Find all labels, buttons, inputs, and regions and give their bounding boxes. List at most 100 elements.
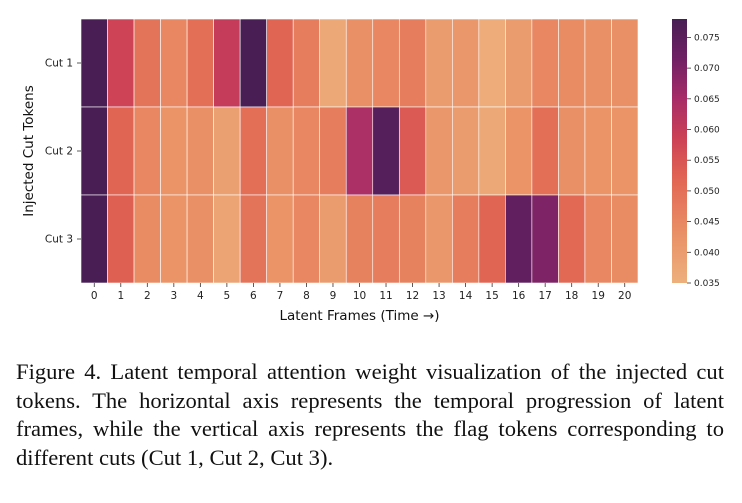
heatmap-cell — [505, 18, 533, 108]
x-tick-label: 7 — [277, 290, 284, 302]
x-tick-label: 8 — [303, 290, 310, 302]
heatmap-cell — [107, 18, 135, 108]
heatmap-cell — [292, 194, 321, 284]
colorbar-tick-label: 0.045 — [694, 218, 720, 228]
heatmap-cell — [505, 106, 533, 196]
heatmap-cell — [372, 194, 400, 284]
x-tick-label: 15 — [485, 290, 498, 302]
heatmap-cell — [611, 18, 639, 108]
heatmap-cell — [345, 194, 374, 284]
x-tick-label: 16 — [512, 290, 526, 302]
x-tick-label: 5 — [224, 290, 231, 302]
colorbar-tick-label: 0.060 — [694, 126, 720, 136]
heatmap-cell — [584, 194, 612, 284]
heatmap-cell — [319, 194, 347, 284]
colorbar — [672, 19, 687, 283]
colorbar-tick-label: 0.065 — [694, 95, 720, 105]
x-tick-label: 6 — [250, 290, 257, 302]
heatmap-cell — [611, 194, 639, 284]
x-tick-label: 10 — [353, 290, 366, 302]
x-tick-label: 17 — [538, 290, 551, 302]
heatmap-cell — [239, 18, 267, 108]
x-tick-label: 20 — [618, 290, 631, 302]
heatmap-cell — [372, 106, 400, 196]
y-axis-label: Injected Cut Tokens — [21, 85, 37, 217]
x-tick-label: 2 — [144, 290, 151, 302]
heatmap-figure: 0 1 2 3 4 5 6 7 8 9 10 11 12 13 14 15 16 17 18 19 20 Cut 1Cu… — [21, 18, 720, 324]
heatmap-cell — [292, 18, 321, 108]
heatmap-cell — [292, 106, 321, 196]
colorbar-tick-labels: 0.035 0.040 0.045 0.050 0.055 0.060 0.065 0.070… — [687, 33, 720, 289]
heatmap-cell — [584, 18, 612, 108]
y-tick-labels: Cut 1 Cut 2 Cut 3 — [45, 58, 81, 246]
heatmap-cell — [398, 18, 427, 108]
heatmap-cell — [505, 194, 533, 284]
heatmap-cell — [531, 106, 559, 196]
heatmap-cell — [425, 194, 453, 284]
heatmap-cell — [266, 106, 294, 196]
colorbar-tick-label: 0.070 — [694, 64, 720, 74]
heatmap-cell — [319, 18, 347, 108]
heatmap-cell — [372, 18, 400, 108]
heatmap-cell — [266, 18, 294, 108]
colorbar-tick-label: 0.075 — [694, 33, 720, 43]
heatmap-cell — [80, 18, 108, 108]
x-tick-label: 13 — [432, 290, 445, 302]
heatmap-cell — [80, 106, 108, 196]
heatmap-cell — [186, 194, 214, 284]
heatmap-cell — [478, 106, 506, 196]
heatmap-cell — [107, 106, 135, 196]
y-tick-label: Cut 1 — [45, 58, 73, 70]
figure-caption: Figure 4. Latent temporal attention weig… — [16, 359, 724, 470]
y-tick-label: Cut 2 — [45, 146, 73, 158]
heatmap-cells — [80, 18, 639, 284]
heatmap-cell — [266, 194, 294, 284]
heatmap-cell — [186, 106, 214, 196]
heatmap-cell — [239, 106, 267, 196]
x-axis-label: Latent Frames (Time →) — [279, 308, 439, 324]
heatmap-cell — [558, 194, 586, 284]
heatmap-cell — [133, 194, 161, 284]
x-tick-label: 0 — [91, 290, 98, 302]
heatmap-cell — [452, 18, 480, 108]
heatmap-cell — [213, 106, 241, 196]
x-tick-label: 14 — [459, 290, 473, 302]
x-tick-label: 12 — [406, 290, 419, 302]
x-tick-label: 9 — [330, 290, 337, 302]
heatmap-cell — [478, 18, 506, 108]
heatmap-cell — [558, 106, 586, 196]
y-tick-label: Cut 3 — [45, 234, 73, 246]
heatmap-cell — [107, 194, 135, 284]
heatmap-cell — [425, 18, 453, 108]
heatmap-cell — [160, 106, 188, 196]
heatmap-cell — [213, 194, 241, 284]
x-tick-label: 11 — [379, 290, 392, 302]
heatmap-cell — [345, 106, 374, 196]
heatmap-cell — [213, 18, 241, 108]
heatmap-cell — [478, 194, 506, 284]
x-tick-label: 3 — [170, 290, 177, 302]
heatmap-cell — [186, 18, 214, 108]
heatmap-cell — [425, 106, 453, 196]
heatmap-cell — [160, 18, 188, 108]
heatmap-cell — [319, 106, 347, 196]
heatmap-cell — [452, 194, 480, 284]
heatmap-cell — [345, 18, 374, 108]
colorbar-tick-label: 0.040 — [694, 248, 720, 258]
heatmap-cell — [398, 106, 427, 196]
x-tick-labels: 0 1 2 3 4 5 6 7 8 9 10 11 12 13 14 15 16 17 18 19 20 — [91, 283, 631, 302]
heatmap-cell — [133, 106, 161, 196]
x-tick-label: 19 — [592, 290, 605, 302]
heatmap-cell — [611, 106, 639, 196]
x-tick-label: 4 — [197, 290, 204, 302]
colorbar-tick-label: 0.035 — [694, 279, 720, 289]
x-tick-label: 18 — [565, 290, 578, 302]
heatmap-cell — [531, 18, 559, 108]
heatmap-cell — [452, 106, 480, 196]
heatmap-cell — [584, 106, 612, 196]
heatmap-cell — [398, 194, 427, 284]
heatmap-cell — [160, 194, 188, 284]
heatmap-cell — [239, 194, 267, 284]
heatmap-cell — [133, 18, 161, 108]
heatmap-cell — [558, 18, 586, 108]
